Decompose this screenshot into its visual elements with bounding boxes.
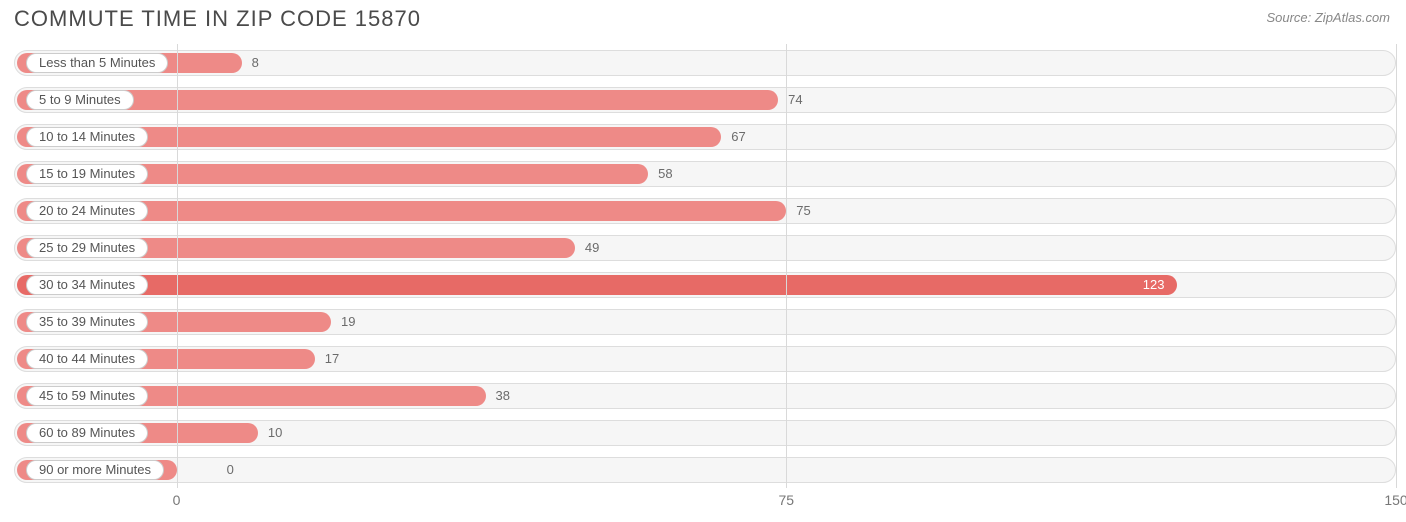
bar-category-label: 25 to 29 Minutes: [26, 238, 148, 258]
bar-category-label: 30 to 34 Minutes: [26, 275, 148, 295]
bar-value-label: 38: [496, 388, 510, 403]
bar-category-label: 90 or more Minutes: [26, 460, 164, 480]
bar-row: 40 to 44 Minutes 17: [14, 345, 1396, 373]
bar-value-label: 67: [731, 129, 745, 144]
bar-value-label: 10: [268, 425, 282, 440]
bar-value-label: 123: [1143, 277, 1165, 292]
x-tick-label: 150: [1384, 492, 1406, 508]
bar-row: 5 to 9 Minutes 74: [14, 86, 1396, 114]
x-axis-labels: 075150: [14, 492, 1396, 512]
bar-row: 45 to 59 Minutes 38: [14, 382, 1396, 410]
bar-value-label: 75: [796, 203, 810, 218]
bar-value-label: 19: [341, 314, 355, 329]
bar-category-label: 45 to 59 Minutes: [26, 386, 148, 406]
bar-row: 90 or more Minutes 0: [14, 456, 1396, 484]
bar-category-label: 10 to 14 Minutes: [26, 127, 148, 147]
bar-value-label: 58: [658, 166, 672, 181]
bar-value-label: 49: [585, 240, 599, 255]
bars-group: Less than 5 Minutes 8 5 to 9 Minutes 74 10 t…: [14, 44, 1396, 488]
bar-row: 35 to 39 Minutes 19: [14, 308, 1396, 336]
bar-row: 20 to 24 Minutes 75: [14, 197, 1396, 225]
bar-category-label: 35 to 39 Minutes: [26, 312, 148, 332]
bar-category-label: 60 to 89 Minutes: [26, 423, 148, 443]
bar-category-label: 15 to 19 Minutes: [26, 164, 148, 184]
plot-area: Less than 5 Minutes 8 5 to 9 Minutes 74 10 t…: [14, 44, 1396, 488]
chart-container: COMMUTE TIME IN ZIP CODE 15870 Source: Z…: [0, 0, 1406, 522]
gridline: [177, 44, 178, 488]
chart-title: COMMUTE TIME IN ZIP CODE 15870: [14, 6, 421, 32]
bar-category-label: 40 to 44 Minutes: [26, 349, 148, 369]
chart-source: Source: ZipAtlas.com: [1266, 10, 1390, 25]
bar-row: 30 to 34 Minutes 123: [14, 271, 1396, 299]
bar-track: [14, 457, 1396, 483]
bar-row: 15 to 19 Minutes 58: [14, 160, 1396, 188]
bar-value-label: 17: [325, 351, 339, 366]
bar-row: 60 to 89 Minutes 10: [14, 419, 1396, 447]
bar-value-label: 0: [227, 462, 234, 477]
bar-row: 25 to 29 Minutes 49: [14, 234, 1396, 262]
x-tick-label: 0: [173, 492, 181, 508]
bar-row: 10 to 14 Minutes 67: [14, 123, 1396, 151]
gridline: [786, 44, 787, 488]
bar-category-label: 5 to 9 Minutes: [26, 90, 134, 110]
bar-category-label: 20 to 24 Minutes: [26, 201, 148, 221]
bar-category-label: Less than 5 Minutes: [26, 53, 168, 73]
bar-value-label: 8: [252, 55, 259, 70]
gridline: [1396, 44, 1397, 488]
bar-row: Less than 5 Minutes 8: [14, 49, 1396, 77]
bar-fill: [17, 275, 1177, 295]
bar-value-label: 74: [788, 92, 802, 107]
x-tick-label: 75: [778, 492, 794, 508]
